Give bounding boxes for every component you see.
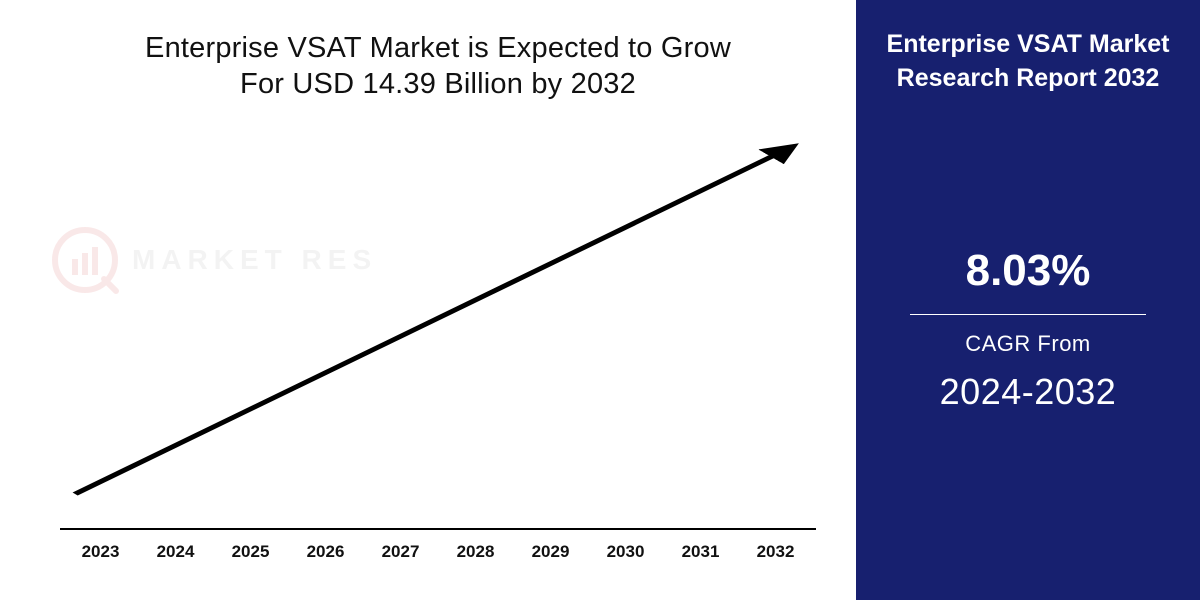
x-tick-label: 2023 [68, 542, 133, 562]
bar-group [68, 130, 808, 530]
panel-title: Enterprise VSAT Market Research Report 2… [887, 28, 1170, 96]
panel-title-line2: Research Report 2032 [897, 64, 1160, 92]
x-tick-label: 2025 [218, 542, 283, 562]
x-tick-label: 2031 [668, 542, 733, 562]
x-tick-label: 2030 [593, 542, 658, 562]
x-tick-label: 2024 [143, 542, 208, 562]
x-tick-label: 2028 [443, 542, 508, 562]
x-tick-label: 2029 [518, 542, 583, 562]
x-axis-labels: 2023 2024 2025 2026 2027 2028 2029 2030 2031 2032 [68, 542, 808, 562]
chart-title-line1: Enterprise VSAT Market is Expected to Gr… [145, 32, 731, 64]
panel-mid: 8.03% CAGR From 2024-2032 [884, 246, 1172, 413]
cagr-label: CAGR From [965, 331, 1091, 357]
cagr-pct: 8.03% [966, 246, 1091, 296]
chart-panel: MARKET RES Enterprise VSAT Market is Exp… [0, 0, 856, 600]
chart-title: Enterprise VSAT Market is Expected to Gr… [40, 30, 836, 103]
x-tick-label: 2026 [293, 542, 358, 562]
panel-title-line1: Enterprise VSAT Market [887, 30, 1170, 58]
panel-divider [910, 314, 1146, 315]
stats-panel: Enterprise VSAT Market Research Report 2… [856, 0, 1200, 600]
x-tick-label: 2032 [743, 542, 808, 562]
cagr-years: 2024-2032 [940, 371, 1117, 413]
chart-title-line2: For USD 14.39 Billion by 2032 [240, 68, 636, 100]
x-tick-label: 2027 [368, 542, 433, 562]
x-axis [60, 528, 816, 530]
chart-area [60, 130, 816, 530]
